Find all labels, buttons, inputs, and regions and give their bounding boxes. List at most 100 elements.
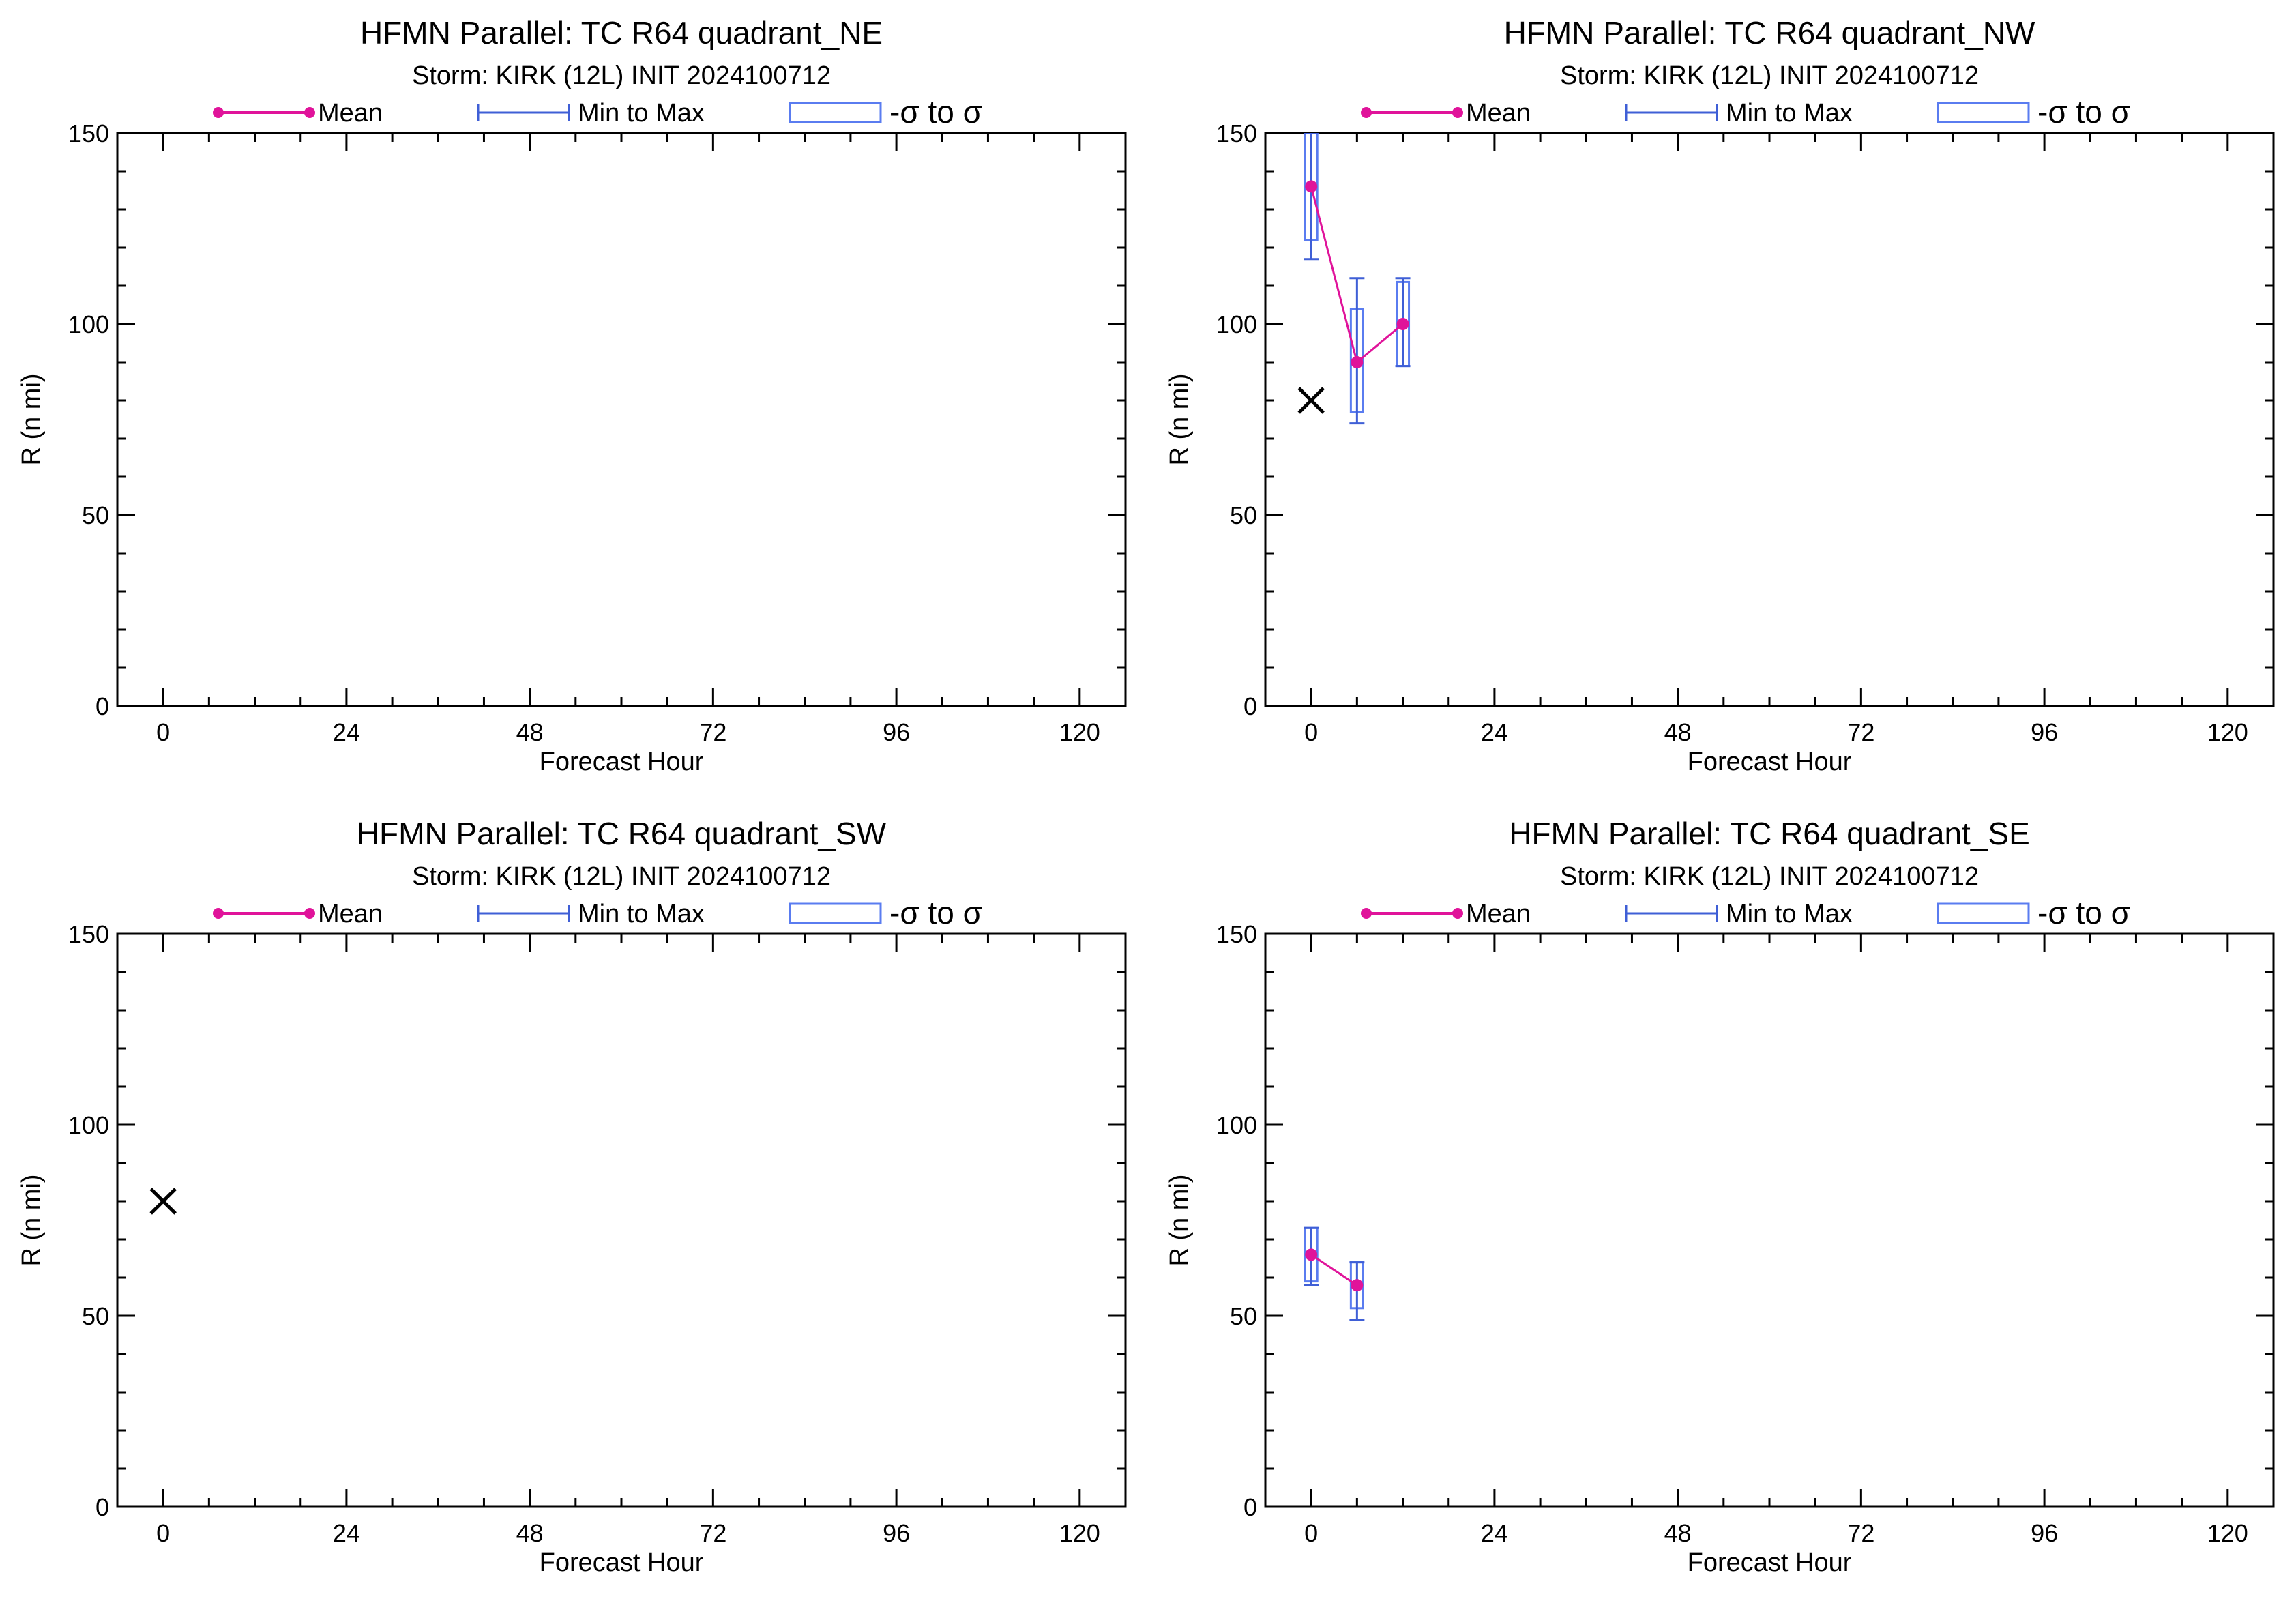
y-tick-label: 100: [68, 1111, 109, 1139]
legend-sigma-box: [789, 102, 882, 123]
legend-mean-key: [213, 908, 315, 919]
observed-mark-stroke: [149, 1188, 177, 1215]
y-tick-label: 0: [95, 692, 109, 720]
legend-mean-label: Mean: [1466, 99, 1531, 128]
box-whisker: [1349, 277, 1365, 425]
chart-subtitle: Storm: KIRK (12L) INIT 2024100712: [412, 61, 831, 90]
mean-point: [1351, 1279, 1364, 1292]
legend-range-key: [1625, 104, 1718, 121]
x-tick-label: 120: [1059, 1519, 1100, 1547]
x-tick-label: 96: [2031, 718, 2058, 746]
legend-range-label: Min to Max: [1726, 99, 1853, 128]
x-tick-label: 48: [516, 1519, 544, 1547]
mean-line: [1310, 1254, 1358, 1286]
axis-ticks: [117, 132, 1125, 707]
mean-point: [1305, 1248, 1318, 1261]
legend-sigma-box: [1937, 902, 2030, 924]
legend-mean-key: [213, 107, 315, 118]
chart-panel-ne: HFMN Parallel: TC R64 quadrant_NE Storm: …: [17, 15, 1127, 776]
chart-title: HFMN Parallel: TC R64 quadrant_NE: [360, 15, 883, 50]
axis-ticks: [1265, 932, 2273, 1508]
chart-subtitle: Storm: KIRK (12L) INIT 2024100712: [1560, 61, 1979, 90]
y-tick-label: 150: [68, 920, 109, 948]
y-tick-label: 50: [82, 1302, 109, 1330]
axis-ticks: [117, 932, 1125, 1508]
x-tick-label: 120: [2207, 718, 2248, 746]
chart-title: HFMN Parallel: TC R64 quadrant_SW: [357, 816, 887, 851]
plot-area: [1304, 1226, 1365, 1321]
x-tick-label: 96: [883, 1519, 910, 1547]
plot-frame: [116, 932, 1127, 1508]
y-axis-label: R (n mi): [17, 1174, 46, 1266]
x-tick-label: 72: [699, 718, 726, 746]
legend-mean-dot: [1361, 908, 1372, 919]
y-axis-label: R (n mi): [17, 373, 46, 465]
y-tick-label: 100: [68, 310, 109, 338]
x-tick-label: 24: [333, 1519, 360, 1547]
x-tick-label: 24: [333, 718, 360, 746]
y-tick-label: 50: [1230, 501, 1257, 529]
x-tick-label: 72: [1847, 718, 1874, 746]
x-tick-label: 24: [1481, 718, 1508, 746]
x-tick-label: 72: [699, 1519, 726, 1547]
axis-ticks: [1265, 132, 2273, 707]
legend: Mean Min to Max -σ to σ: [213, 895, 982, 930]
y-tick-label: 0: [95, 1493, 109, 1521]
observed-mark-stroke: [1297, 387, 1325, 414]
observed-x-mark: [149, 1188, 177, 1215]
y-tick-label: 150: [1216, 920, 1257, 948]
y-tick-label: 50: [1230, 1302, 1257, 1330]
legend-mean-dot: [304, 908, 315, 919]
legend-sigma-box: [789, 902, 882, 924]
x-tick-label: 120: [1059, 718, 1100, 746]
legend-sigma-label: -σ to σ: [889, 895, 982, 930]
x-tick-label: 120: [2207, 1519, 2248, 1547]
chart-subtitle: Storm: KIRK (12L) INIT 2024100712: [412, 862, 831, 891]
legend-range-label: Min to Max: [1726, 900, 1853, 928]
legend-mean-dot: [1452, 107, 1463, 118]
legend-range-label: Min to Max: [578, 99, 705, 128]
plot-frame: [116, 132, 1127, 707]
chart-panel-nw: HFMN Parallel: TC R64 quadrant_NW Storm: …: [1165, 15, 2275, 776]
legend-sigma-label: -σ to σ: [2037, 94, 2130, 130]
legend: Mean Min to Max -σ to σ: [213, 94, 982, 130]
legend-range-key: [477, 104, 570, 121]
legend-mean-label: Mean: [1466, 900, 1531, 928]
y-tick-label: 150: [1216, 119, 1257, 147]
legend-mean-dot: [1452, 908, 1463, 919]
chart-title: HFMN Parallel: TC R64 quadrant_NW: [1504, 15, 2035, 50]
legend-range-label: Min to Max: [578, 900, 705, 928]
x-tick-label: 0: [1304, 718, 1318, 746]
x-tick-label: 72: [1847, 1519, 1874, 1547]
legend-mean-key: [1361, 107, 1463, 118]
box-whisker: [1304, 133, 1319, 261]
x-tick-label: 0: [156, 1519, 170, 1547]
legend: Mean Min to Max -σ to σ: [1361, 895, 2130, 930]
y-tick-label: 0: [1243, 692, 1257, 720]
x-tick-label: 48: [1664, 1519, 1692, 1547]
legend-mean-dot: [304, 107, 315, 118]
x-tick-label: 48: [516, 718, 544, 746]
x-tick-label: 0: [1304, 1519, 1318, 1547]
legend-range-key: [477, 905, 570, 922]
mean-point: [1351, 356, 1364, 368]
observed-x-mark: [1297, 387, 1325, 414]
x-axis-label: Forecast Hour: [540, 748, 704, 776]
plot-area: [149, 1188, 177, 1215]
legend-range-key: [1625, 905, 1718, 922]
x-tick-label: 0: [156, 718, 170, 746]
x-tick-label: 24: [1481, 1519, 1508, 1547]
legend-mean-dot: [1361, 107, 1372, 118]
plot-frame: [1264, 932, 2275, 1508]
legend-mean-key: [1361, 908, 1463, 919]
x-axis-label: Forecast Hour: [540, 1548, 704, 1577]
y-tick-label: 50: [82, 501, 109, 529]
chart-panel-se: HFMN Parallel: TC R64 quadrant_SE Storm: …: [1165, 816, 2275, 1577]
legend-sigma-label: -σ to σ: [889, 94, 982, 130]
mean-point: [1396, 318, 1409, 330]
plot-area: [1297, 133, 1411, 425]
x-tick-label: 48: [1664, 718, 1692, 746]
legend: Mean Min to Max -σ to σ: [1361, 94, 2130, 130]
chart-subtitle: Storm: KIRK (12L) INIT 2024100712: [1560, 862, 1979, 891]
